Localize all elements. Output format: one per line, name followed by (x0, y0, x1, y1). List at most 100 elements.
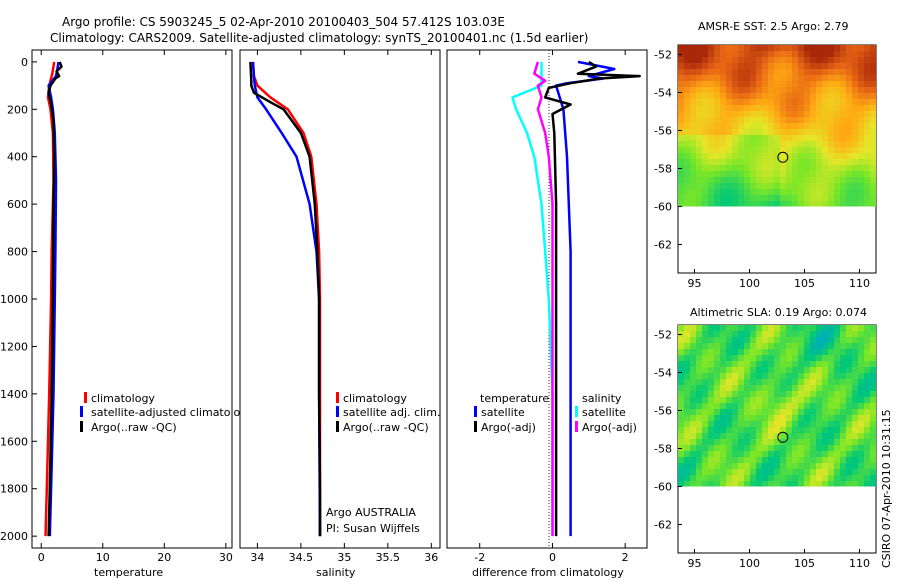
figure-title-line1: Argo profile: CS 5903245_5 02-Apr-2010 2… (62, 15, 505, 29)
field-cell (738, 343, 744, 349)
field-cell (744, 183, 750, 189)
field-cell (768, 355, 774, 361)
field-cell (768, 325, 774, 331)
field-cell (708, 481, 714, 487)
field-cell (816, 81, 822, 87)
field-cell (744, 45, 750, 51)
field-cell (726, 445, 732, 451)
x-tick-label: -2 (474, 551, 485, 564)
field-cell (768, 117, 774, 123)
field-cell (768, 195, 774, 201)
field-cell (804, 159, 810, 165)
field-cell (774, 343, 780, 349)
field-cell (828, 153, 834, 159)
field-cell (828, 403, 834, 409)
field-cell (864, 397, 870, 403)
field-cell (732, 111, 738, 117)
field-cell (870, 159, 876, 165)
field-cell (750, 57, 756, 63)
field-cell (834, 51, 840, 57)
field-cell (756, 481, 762, 487)
field-cell (744, 177, 750, 183)
field-cell (756, 69, 762, 75)
field-cell (858, 177, 864, 183)
field-cell (690, 141, 696, 147)
field-cell (804, 105, 810, 111)
field-cell (840, 343, 846, 349)
field-cell (708, 99, 714, 105)
field-cell (720, 111, 726, 117)
field-cell (690, 445, 696, 451)
field-cell (810, 153, 816, 159)
field-cell (864, 159, 870, 165)
field-cell (804, 325, 810, 331)
field-cell (684, 415, 690, 421)
field-cell (744, 379, 750, 385)
field-cell (780, 373, 786, 379)
field-cell (696, 57, 702, 63)
field-cell (720, 93, 726, 99)
field-cell (732, 57, 738, 63)
field-cell (726, 69, 732, 75)
field-cell (864, 409, 870, 415)
field-cell (678, 427, 684, 433)
field-cell (714, 159, 720, 165)
field-cell (852, 379, 858, 385)
field-cell (738, 385, 744, 391)
field-cell (732, 147, 738, 153)
field-cell (708, 141, 714, 147)
field-cell (738, 201, 744, 207)
temperature-x-label: temperature (94, 566, 163, 579)
field-cell (804, 111, 810, 117)
field-cell (840, 331, 846, 337)
field-cell (678, 171, 684, 177)
x-tick-label: 0 (38, 551, 45, 564)
field-cell (822, 147, 828, 153)
field-cell (708, 325, 714, 331)
field-cell (840, 433, 846, 439)
field-cell (678, 325, 684, 331)
field-cell (810, 171, 816, 177)
field-cell (816, 421, 822, 427)
field-cell (834, 331, 840, 337)
field-cell (750, 427, 756, 433)
field-cell (756, 409, 762, 415)
field-cell (834, 105, 840, 111)
field-cell (792, 397, 798, 403)
temperature-plot-frame (31, 49, 233, 549)
field-cell (768, 99, 774, 105)
field-cell (792, 153, 798, 159)
field-cell (684, 349, 690, 355)
y-tick-label: -58 (654, 163, 672, 176)
field-cell (720, 45, 726, 51)
field-cell (702, 403, 708, 409)
field-cell (792, 51, 798, 57)
y-tick-label: 1000 (0, 293, 28, 306)
field-cell (678, 349, 684, 355)
field-cell (726, 463, 732, 469)
field-cell (684, 433, 690, 439)
field-cell (738, 51, 744, 57)
field-cell (834, 63, 840, 69)
field-cell (714, 81, 720, 87)
field-cell (678, 147, 684, 153)
field-cell (774, 463, 780, 469)
field-cell (750, 183, 756, 189)
field-cell (750, 51, 756, 57)
field-cell (804, 433, 810, 439)
field-cell (822, 355, 828, 361)
field-cell (762, 445, 768, 451)
field-cell (774, 367, 780, 373)
field-cell (870, 93, 876, 99)
field-cell (696, 403, 702, 409)
field-cell (852, 147, 858, 153)
field-cell (750, 451, 756, 457)
field-cell (846, 183, 852, 189)
field-cell (828, 87, 834, 93)
field-cell (702, 349, 708, 355)
field-cell (756, 177, 762, 183)
field-cell (828, 397, 834, 403)
field-cell (852, 391, 858, 397)
field-cell (690, 463, 696, 469)
